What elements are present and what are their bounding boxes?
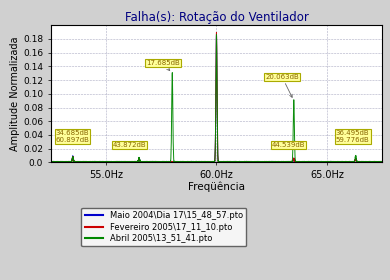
Text: 34.685dB
60.897dB: 34.685dB 60.897dB xyxy=(55,130,89,143)
Text: 20.063dB: 20.063dB xyxy=(265,74,299,97)
Text: 36.495dB
59.776dB: 36.495dB 59.776dB xyxy=(336,130,370,143)
Legend: Maio 2004\Dia 17\15_48_57.pto, Fevereiro 2005\17_11_10.pto, Abril 2005\13_51_41.: Maio 2004\Dia 17\15_48_57.pto, Fevereiro… xyxy=(82,208,246,246)
Text: 43.872dB: 43.872dB xyxy=(113,142,146,148)
Text: 44.539dB: 44.539dB xyxy=(272,142,305,148)
X-axis label: Freqüência: Freqüência xyxy=(188,181,245,192)
Title: Falha(s): Rotação do Ventilador: Falha(s): Rotação do Ventilador xyxy=(124,11,308,24)
Y-axis label: Amplitude Normalizada: Amplitude Normalizada xyxy=(10,37,20,151)
Text: 17.685dB: 17.685dB xyxy=(146,60,179,71)
